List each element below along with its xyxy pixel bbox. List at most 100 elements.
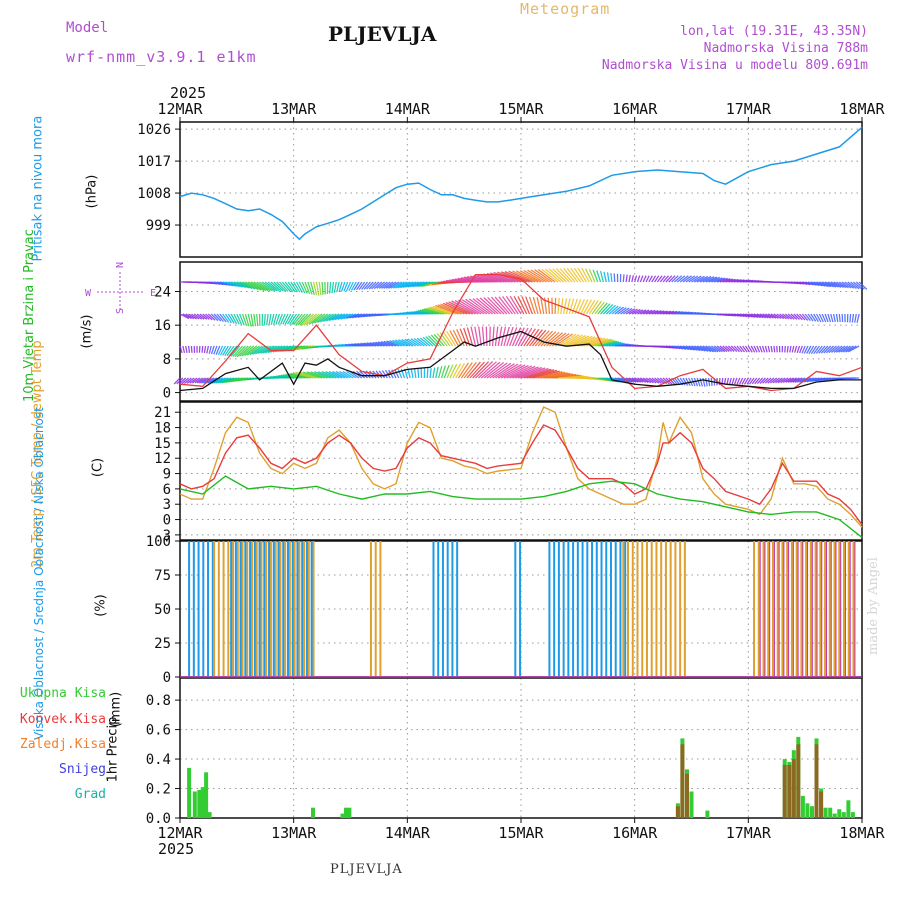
wind-arrow — [571, 335, 593, 347]
wind-arrow — [620, 307, 630, 315]
wind-arrow — [827, 281, 839, 288]
y-tick-label: 24 — [154, 284, 171, 300]
x-tick-label-bottom: 17MAR — [726, 824, 772, 842]
wind-arrow — [668, 377, 676, 385]
wind-arrow — [509, 295, 522, 315]
wind-arrow — [394, 369, 400, 379]
wind-arrow — [569, 335, 590, 347]
temp2m-line — [179, 424, 863, 526]
wind-arrow — [336, 281, 340, 293]
wind-arrow — [375, 341, 388, 347]
wind-arrow — [483, 361, 505, 379]
wind-arrow — [241, 345, 255, 357]
wind-arrow — [613, 273, 616, 283]
wind-arrow — [340, 313, 354, 320]
wind-arrow — [349, 313, 363, 319]
wind-arrow — [548, 268, 565, 283]
wind-arrow — [810, 281, 823, 287]
wind-arrow — [665, 275, 673, 283]
wind-arrow — [679, 345, 692, 351]
wind-arrow — [287, 281, 296, 293]
y-tick-label: 21 — [154, 405, 171, 421]
wind-arrow — [731, 279, 742, 283]
wind-arrow — [648, 309, 659, 315]
wind-arrow — [654, 310, 665, 315]
wind-arrow — [383, 281, 394, 289]
wind-arrow — [468, 298, 491, 315]
wind-arrow — [565, 298, 571, 315]
wind-arrow — [503, 326, 510, 347]
wind-arrow — [674, 275, 683, 283]
wind-arrow — [262, 281, 275, 292]
wind-arrow — [702, 345, 714, 353]
wind-arrow — [688, 275, 699, 283]
wind-arrow — [291, 313, 300, 325]
wind-arrow — [250, 281, 267, 292]
wind-arrow — [293, 313, 303, 326]
wind-arrow — [563, 267, 576, 283]
wind-arrow — [443, 364, 450, 379]
wind-arrow — [648, 275, 653, 283]
wind-arrow — [534, 269, 553, 283]
wind-arrow — [203, 345, 207, 354]
wind-arrow — [315, 281, 320, 296]
wind-arrow — [628, 308, 638, 315]
wind-arrow — [825, 345, 835, 354]
precip-bar — [796, 744, 801, 818]
wind-arrow — [509, 327, 518, 347]
wind-arrow — [588, 268, 596, 283]
wind-arrow — [588, 300, 599, 315]
wind-arrow — [253, 313, 257, 327]
wind-arrow — [460, 362, 473, 379]
wind-arrow — [821, 281, 834, 288]
precip-bar — [805, 803, 810, 818]
wind-arrow — [597, 302, 608, 315]
wind-arrow — [345, 281, 352, 292]
wind-arrow — [836, 281, 847, 289]
wind-arrow — [685, 275, 696, 283]
wind-arrow — [395, 339, 408, 347]
wind-arrow — [477, 361, 497, 379]
wind-arrow — [210, 345, 215, 355]
wind-arrow — [494, 326, 499, 347]
wind-arrow — [775, 377, 783, 384]
wind-arrow — [696, 275, 709, 283]
wind-arrow — [217, 345, 224, 356]
wind-arrow — [699, 275, 712, 283]
wind-arrow — [782, 313, 790, 320]
wind-arrow — [385, 281, 397, 289]
wind-arrow — [486, 362, 508, 379]
wind-arrow — [333, 281, 337, 293]
wind-arrow — [179, 345, 183, 354]
y-tick-label: 18 — [154, 421, 171, 437]
wind-arrow — [517, 296, 528, 315]
wind-arrow — [819, 281, 832, 288]
wind-arrow — [440, 303, 465, 315]
wind-arrow — [820, 345, 829, 354]
x-tick-label-bottom: 14MAR — [385, 824, 431, 842]
wind-arrow — [236, 313, 243, 326]
wind-arrow — [398, 339, 411, 347]
wind-arrow — [617, 307, 627, 315]
wind-arrow — [726, 377, 730, 385]
wind-arrow — [605, 304, 616, 315]
wind-arrow — [815, 313, 822, 323]
wind-arrow — [772, 377, 780, 384]
x-tick-label-bottom: 16MAR — [612, 824, 658, 842]
wind-arrow — [594, 301, 605, 315]
wind-arrow — [725, 278, 736, 283]
wind-arrow — [799, 313, 806, 321]
wind-arrow — [767, 313, 777, 319]
wind-arrow — [260, 345, 275, 354]
wind-arrow — [676, 275, 686, 283]
wind-arrow — [850, 281, 860, 290]
y-tick-label: 50 — [154, 602, 171, 618]
wind-arrow — [293, 281, 301, 293]
wind-arrow — [392, 281, 405, 289]
wind-arrow — [531, 329, 547, 347]
wind-arrow — [554, 297, 557, 315]
wind-arrow — [256, 313, 259, 327]
wind-arrow — [830, 313, 834, 323]
wind-arrow — [731, 377, 735, 385]
